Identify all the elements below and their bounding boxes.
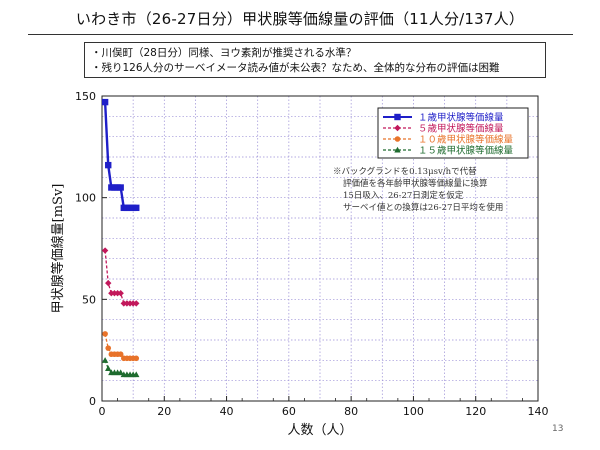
- x-tick-label: 60: [282, 405, 296, 418]
- annotation-line: サーベイ値との換算は26-27日平均を使用: [343, 202, 503, 213]
- notes-box: ・川俣町（28日分）同様、ヨウ素剤が推奨される水準？ ・残り126人分のサーベイ…: [84, 42, 546, 78]
- legend-marker: [394, 124, 401, 132]
- data-point: [133, 300, 140, 307]
- series-line: [103, 102, 137, 210]
- y-axis-label: 甲状腺等価線量[mSv]: [50, 184, 66, 314]
- series-4: [101, 357, 140, 378]
- data-point: [133, 371, 140, 378]
- x-tick-label: 0: [99, 405, 106, 418]
- data-point: [117, 184, 124, 191]
- title-divider: [28, 34, 573, 35]
- legend-label: １０歳甲状腺等価線量: [418, 134, 514, 146]
- x-axis-label: 人数（人）: [287, 423, 352, 438]
- annotation-line: 15日吸入、26-27日測定を仮定: [343, 190, 464, 201]
- y-tick-label: 0: [89, 395, 96, 408]
- data-point: [101, 247, 109, 254]
- data-point: [117, 369, 124, 376]
- data-point: [101, 357, 109, 363]
- legend-label: １５歳甲状腺等価線量: [418, 145, 514, 157]
- annotation-line: 評価値を各年齢甲状腺等価線量に換算: [343, 178, 488, 189]
- slide-title: いわき市（26-27日分）甲状腺等価線量の評価（11人分/137人）: [75, 10, 525, 28]
- series-2: [101, 247, 140, 307]
- data-point: [117, 351, 124, 358]
- data-point: [117, 290, 124, 297]
- plot-frame: [101, 95, 539, 402]
- data-point: [102, 331, 108, 337]
- x-tick-label: 140: [528, 405, 549, 418]
- data-point: [105, 161, 112, 169]
- series-3: [102, 331, 140, 362]
- legend-marker: [394, 146, 401, 153]
- y-tick-label: 100: [75, 192, 96, 205]
- legend-label: ５歳甲状腺等価線量: [418, 123, 504, 135]
- data-point: [105, 345, 112, 351]
- x-tick-label: 80: [344, 405, 358, 418]
- series-1: [101, 98, 140, 212]
- x-tick-label: 100: [403, 405, 424, 418]
- y-tick-label: 150: [75, 90, 96, 103]
- x-tick-label: 120: [465, 405, 486, 418]
- data-point: [101, 98, 109, 106]
- grid-lines: [102, 96, 538, 401]
- annotation-line: ※バックグランドを0.13μsv/hで代替: [333, 166, 477, 177]
- legend-label: １歳甲状腺等価線量: [418, 112, 504, 124]
- data-point: [105, 279, 112, 287]
- legend-marker: [394, 113, 401, 121]
- legend-marker: [394, 136, 401, 142]
- y-tick-label: 50: [82, 293, 96, 306]
- note-line-2: ・残り126人分のサーベイメータ読み値が未公表？なため、全体的な分布の評価は困難: [91, 62, 500, 74]
- data-point: [133, 355, 140, 362]
- series-line: [104, 360, 137, 376]
- x-tick-label: 40: [220, 405, 234, 418]
- note-line-1: ・川俣町（28日分）同様、ヨウ素剤が推奨される水準？: [91, 47, 357, 59]
- data-point: [133, 204, 140, 212]
- x-tick-label: 20: [157, 405, 171, 418]
- data-point: [105, 365, 112, 372]
- page-number: 13: [552, 424, 564, 434]
